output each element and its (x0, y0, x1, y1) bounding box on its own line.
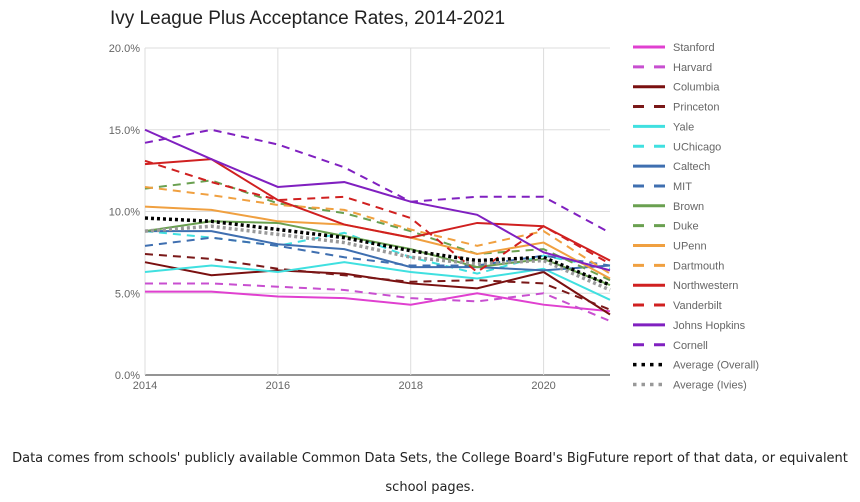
legend-item[interactable]: Johns Hopkins (633, 320, 746, 332)
legend-item[interactable]: Caltech (633, 161, 710, 173)
y-tick-label: 20.0% (109, 43, 140, 55)
y-tick-label: 15.0% (109, 125, 140, 137)
legend-label: UChicago (673, 141, 721, 153)
legend-item[interactable]: Average (Overall) (633, 360, 759, 372)
series-line-cornell (144, 128, 611, 234)
legend-item[interactable]: UChicago (633, 141, 721, 153)
legend-label: Average (Overall) (673, 360, 759, 372)
legend: Stanford Harvard Columbia Princeton Yale UChi… (633, 42, 759, 391)
legend-item[interactable]: UPenn (633, 241, 707, 253)
legend-item[interactable]: Duke (633, 221, 699, 233)
legend-item[interactable]: Stanford (633, 42, 715, 54)
y-tick-label: 0.0% (115, 370, 140, 382)
x-tick-label: 2014 (133, 380, 157, 392)
legend-item[interactable]: Yale (633, 121, 694, 133)
legend-label: Vanderbilt (673, 300, 722, 312)
legend-label: Dartmouth (673, 260, 724, 272)
legend-item[interactable]: Cornell (633, 340, 708, 352)
legend-label: Average (Ivies) (673, 379, 747, 391)
series-line-harvard (145, 282, 611, 322)
caption: Data comes from schools' publicly availa… (12, 451, 848, 495)
series-line-duke (144, 179, 611, 282)
x-axis-ticks: 2014 2016 2018 2020 (133, 380, 556, 392)
legend-item[interactable]: MIT (633, 181, 692, 193)
series-line-princeton (144, 253, 611, 311)
series-line-vanderbilt (144, 159, 611, 274)
series-line-northwestern (144, 158, 611, 262)
legend-label: Stanford (673, 42, 715, 54)
legend-label: Harvard (673, 62, 712, 74)
chart-title: Ivy League Plus Acceptance Rates, 2014-2… (110, 8, 506, 29)
legend-label: UPenn (673, 241, 707, 253)
series-line-average-ivies (144, 224, 611, 292)
series-lines (144, 128, 611, 322)
legend-label: Northwestern (673, 280, 738, 292)
legend-label: Duke (673, 221, 699, 233)
x-tick-label: 2020 (531, 380, 555, 392)
legend-item[interactable]: Princeton (633, 102, 719, 114)
legend-label: Yale (673, 121, 694, 133)
legend-item[interactable]: Harvard (633, 62, 712, 74)
y-tick-label: 10.0% (109, 207, 140, 219)
legend-item[interactable]: Northwestern (633, 280, 738, 292)
legend-label: Cornell (673, 340, 708, 352)
line-chart: 0.0% 5.0% 10.0% 15.0% 20.0% 2014 2016 2018 2020… (109, 42, 759, 392)
series-line-johns-hopkins (144, 128, 611, 272)
legend-label: Brown (673, 201, 704, 213)
legend-item[interactable]: Vanderbilt (633, 300, 722, 312)
legend-item[interactable]: Brown (633, 201, 704, 213)
legend-label: Johns Hopkins (673, 320, 746, 332)
series-line-stanford (145, 290, 611, 313)
x-tick-label: 2018 (398, 380, 422, 392)
legend-item[interactable]: Dartmouth (633, 260, 724, 272)
legend-label: Caltech (673, 161, 710, 173)
y-axis-ticks: 0.0% 5.0% 10.0% 15.0% 20.0% (109, 43, 140, 382)
series-line-average-overall (144, 216, 611, 287)
series-line-caltech (145, 230, 611, 272)
legend-label: Princeton (673, 102, 719, 114)
y-tick-label: 5.0% (115, 288, 140, 300)
legend-label: MIT (673, 181, 692, 193)
legend-item[interactable]: Average (Ivies) (633, 379, 747, 391)
legend-item[interactable]: Columbia (633, 82, 720, 94)
series-line-columbia (144, 261, 611, 316)
legend-label: Columbia (673, 82, 720, 94)
grid (144, 47, 610, 376)
x-tick-label: 2016 (266, 380, 290, 392)
